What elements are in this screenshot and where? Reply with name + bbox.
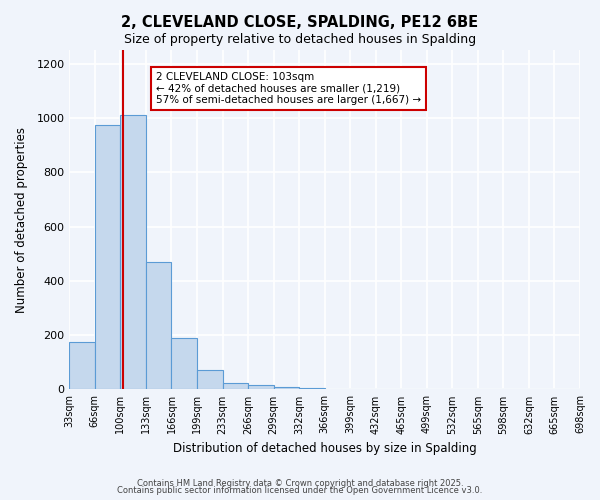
Text: 2, CLEVELAND CLOSE, SPALDING, PE12 6BE: 2, CLEVELAND CLOSE, SPALDING, PE12 6BE — [121, 15, 479, 30]
Y-axis label: Number of detached properties: Number of detached properties — [15, 126, 28, 312]
Bar — [223, 382, 248, 390]
Text: Contains HM Land Registry data © Crown copyright and database right 2025.: Contains HM Land Registry data © Crown c… — [137, 478, 463, 488]
Text: Contains public sector information licensed under the Open Government Licence v3: Contains public sector information licen… — [118, 486, 482, 495]
Bar — [197, 370, 223, 390]
Text: Size of property relative to detached houses in Spalding: Size of property relative to detached ho… — [124, 32, 476, 46]
Text: 2 CLEVELAND CLOSE: 103sqm
← 42% of detached houses are smaller (1,219)
57% of se: 2 CLEVELAND CLOSE: 103sqm ← 42% of detac… — [156, 72, 421, 106]
Bar — [274, 386, 299, 390]
X-axis label: Distribution of detached houses by size in Spalding: Distribution of detached houses by size … — [173, 442, 476, 455]
Bar — [121, 115, 146, 390]
Bar — [172, 338, 197, 390]
Bar — [146, 262, 172, 390]
Bar — [70, 342, 95, 390]
Bar — [299, 388, 325, 390]
Bar — [248, 386, 274, 390]
Bar — [95, 124, 121, 390]
